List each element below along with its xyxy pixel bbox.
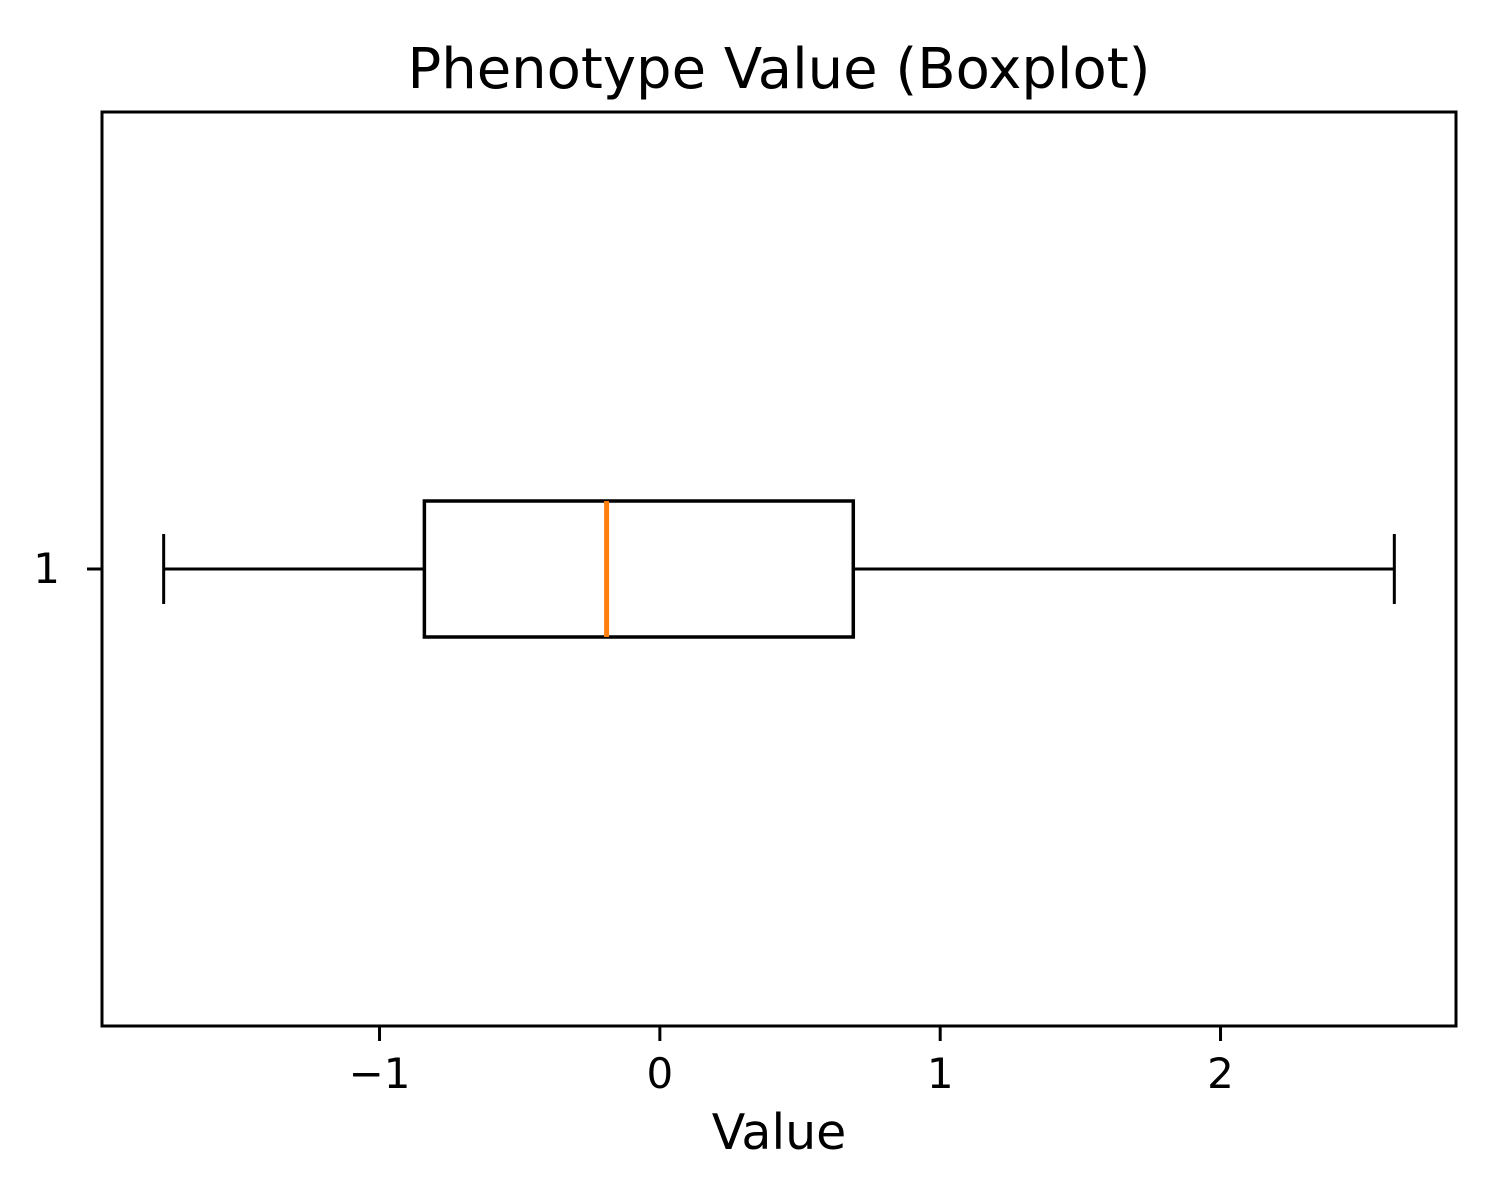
x-tick-label: −1 (349, 1049, 411, 1098)
y-axis-ticks: 1 (33, 544, 102, 593)
y-tick-label: 1 (33, 544, 60, 593)
x-axis-label: Value (712, 1104, 847, 1161)
iqr-box (422, 499, 856, 639)
x-tick-label: 0 (646, 1049, 673, 1098)
box-group (422, 499, 856, 639)
x-tick-label: 1 (927, 1049, 954, 1098)
x-axis-ticks: −1 0 1 2 (349, 1026, 1234, 1098)
chart-title: Phenotype Value (Boxplot) (407, 37, 1150, 102)
whisker-group (162, 534, 1396, 604)
x-tick-label: 2 (1207, 1049, 1234, 1098)
